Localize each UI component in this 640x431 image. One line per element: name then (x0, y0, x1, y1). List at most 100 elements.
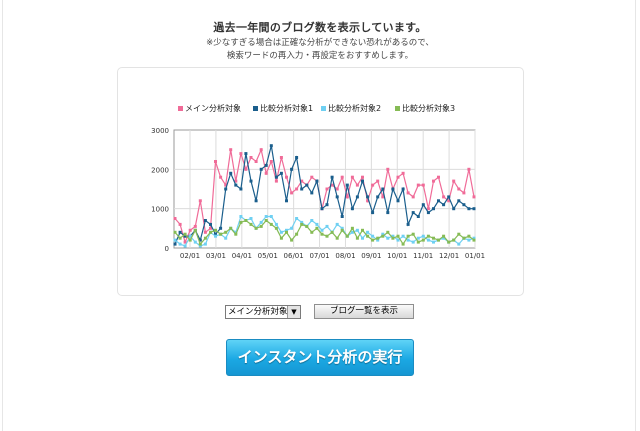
data-point (173, 242, 177, 246)
data-point (295, 187, 299, 191)
data-point (401, 187, 405, 191)
data-point (381, 195, 385, 199)
data-point (320, 228, 324, 232)
data-point (406, 191, 410, 195)
data-point (325, 187, 329, 191)
legend-entry: 比較分析対象2 (328, 103, 381, 113)
data-point (254, 160, 258, 163)
data-point (178, 230, 182, 234)
data-point (300, 222, 304, 226)
data-point (203, 242, 207, 246)
data-point (442, 236, 446, 240)
data-point (381, 234, 385, 238)
data-point (366, 234, 370, 238)
data-point (355, 228, 359, 232)
data-point (249, 222, 253, 226)
target-select[interactable]: メイン分析対象 ▼ (225, 305, 301, 319)
legend-swatch (321, 106, 326, 111)
data-point (300, 179, 304, 183)
data-point (421, 234, 425, 238)
y-tick-label: 3000 (151, 127, 169, 135)
data-point (330, 183, 334, 187)
data-point (183, 232, 187, 236)
data-point (391, 187, 395, 191)
data-point (249, 179, 253, 183)
data-point (401, 242, 405, 246)
data-point (361, 175, 364, 179)
y-tick-label: 2000 (151, 166, 169, 174)
data-point (457, 242, 461, 246)
data-point (371, 238, 375, 242)
data-point (239, 152, 243, 156)
data-point (259, 167, 263, 171)
data-point (361, 179, 364, 183)
data-point (310, 219, 314, 222)
data-point (310, 230, 314, 234)
data-point (295, 232, 299, 236)
data-point (406, 238, 410, 242)
data-point (219, 226, 223, 230)
data-point (279, 156, 283, 159)
data-point (264, 215, 268, 218)
note-line-2: 検索ワードの再入力・再設定をおすすめします。 (226, 51, 414, 61)
data-point (244, 152, 248, 156)
data-point (203, 219, 207, 222)
data-point (214, 232, 217, 236)
legend-entry: 比較分析対象1 (260, 103, 313, 113)
data-point (381, 232, 385, 236)
data-point (209, 222, 212, 226)
data-point (198, 199, 202, 203)
data-point (249, 156, 253, 159)
data-point (472, 238, 476, 242)
data-point (290, 167, 294, 171)
data-point (432, 240, 435, 244)
data-point (244, 219, 248, 222)
x-tick-label: 09/01 (361, 252, 381, 260)
x-tick-label: 01/01 (465, 252, 485, 260)
data-point (224, 236, 228, 240)
data-point (421, 203, 425, 207)
data-point (269, 222, 273, 226)
data-point (426, 207, 430, 211)
show-blog-list-button[interactable]: ブログ一覧を表示 (314, 304, 414, 319)
data-point (447, 199, 451, 203)
data-point (411, 211, 415, 215)
data-point (467, 167, 471, 171)
x-tick-label: 10/01 (387, 252, 407, 260)
chevron-down-icon[interactable]: ▼ (287, 306, 300, 318)
data-point (305, 183, 309, 187)
data-point (249, 217, 253, 220)
data-point (285, 228, 288, 232)
data-point (467, 238, 471, 242)
data-point (335, 222, 339, 226)
data-point (285, 199, 288, 203)
data-point (340, 228, 344, 232)
data-point (219, 232, 223, 236)
data-point (325, 234, 329, 238)
data-point (193, 228, 197, 232)
data-point (214, 160, 217, 163)
data-point (376, 179, 380, 183)
data-point (421, 238, 425, 242)
run-instant-analysis-button[interactable]: インスタント分析の実行 (226, 339, 414, 376)
data-point (209, 230, 212, 234)
data-point (244, 167, 248, 171)
data-point (447, 195, 451, 199)
data-point (386, 230, 390, 234)
data-point (426, 211, 430, 215)
data-point (285, 230, 288, 234)
data-point (432, 236, 435, 240)
data-point (355, 183, 359, 187)
data-point (345, 234, 349, 238)
data-point (239, 187, 243, 191)
data-point (274, 175, 278, 179)
data-point (173, 238, 177, 242)
data-point (462, 191, 466, 195)
data-point (295, 217, 299, 220)
y-tick-label: 0 (165, 245, 169, 253)
x-tick-label: 06/01 (284, 252, 304, 260)
data-point (193, 224, 197, 228)
data-point (325, 224, 329, 228)
data-point (345, 195, 349, 199)
data-point (290, 191, 294, 195)
